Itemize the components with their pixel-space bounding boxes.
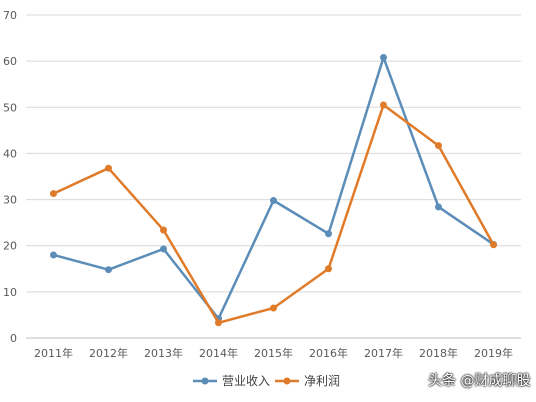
legend: 营业收入 净利润 [193,374,340,388]
y-tick-label: 40 [3,147,17,160]
data-point [270,196,277,204]
y-tick-label: 10 [3,286,17,299]
series-line [53,56,495,320]
data-point [270,304,277,312]
data-point [50,190,57,198]
x-tick-label: 2017年 [364,346,403,360]
x-tick-label: 2011年 [34,346,73,360]
data-point [380,101,387,109]
legend-marker [283,377,291,385]
series-lines [50,53,497,327]
legend-label: 净利润 [304,374,340,388]
y-axis-ticks: 0 10 20 30 40 50 60 70 [3,9,17,345]
y-tick-label: 60 [3,55,17,68]
legend-label: 营业收入 [222,374,270,388]
x-axis-ticks: 2011年 2012年 2013年 2014年 2015年 2016年 2017年 2018年… [34,346,513,360]
series-line [52,103,495,325]
x-tick-label: 2018年 [419,346,458,360]
x-tick-label: 2013年 [144,346,183,360]
data-point [215,319,222,327]
x-tick-label: 2015年 [254,346,293,360]
data-point [105,266,112,274]
x-tick-label: 2016年 [309,346,348,360]
data-point [490,241,497,249]
data-point [380,53,387,61]
y-tick-label: 20 [3,240,17,253]
x-tick-label: 2012年 [89,346,128,360]
legend-marker [201,377,209,385]
data-point [50,251,57,259]
y-tick-label: 0 [10,332,17,345]
data-point [325,265,332,273]
data-point [435,203,442,211]
y-tick-label: 70 [3,9,17,22]
y-tick-label: 30 [3,194,17,207]
gridlines [26,14,521,339]
data-point [435,142,442,150]
data-point [325,230,332,238]
data-point [105,164,112,172]
watermark: 头条 @财成聊股 [428,373,531,389]
x-tick-label: 2014年 [199,346,238,360]
x-tick-label: 2019年 [474,346,513,360]
data-point [160,245,167,253]
y-tick-label: 50 [3,101,17,114]
data-point [160,226,167,234]
